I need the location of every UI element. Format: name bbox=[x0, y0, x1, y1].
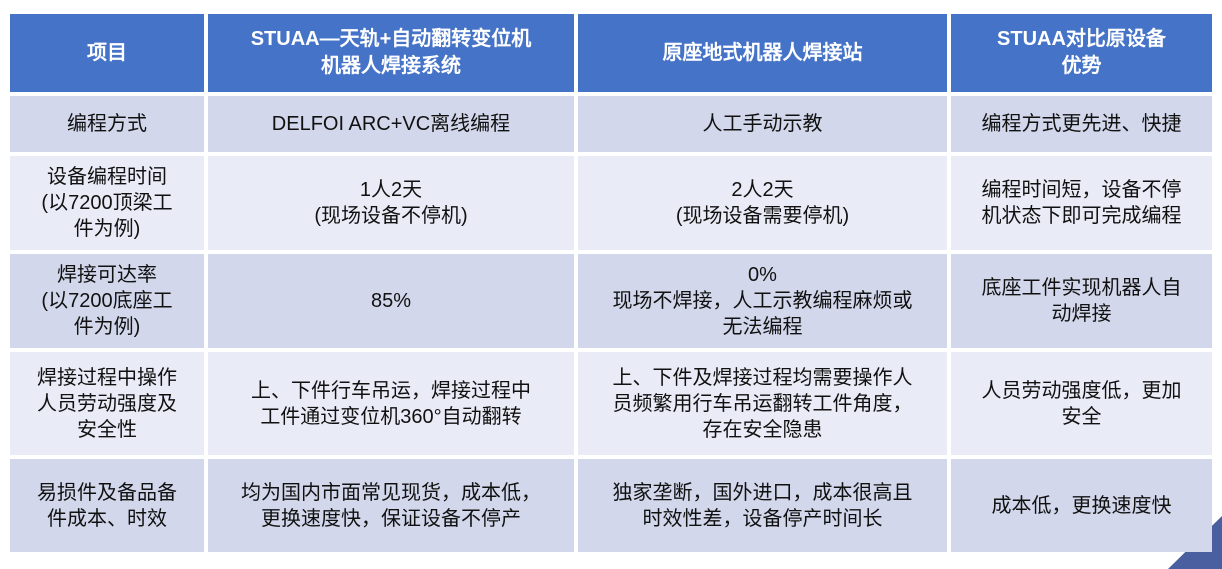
header-cell-advantage: STUAA对比原设备 优势 bbox=[951, 14, 1212, 92]
table-cell: 底座工件实现机器人自 动焊接 bbox=[951, 254, 1212, 348]
row-label-programming-method: 编程方式 bbox=[10, 96, 204, 152]
table-cell: 1人2天 (现场设备不停机) bbox=[208, 156, 574, 250]
row-label-labor-safety: 焊接过程中操作 人员劳动强度及 安全性 bbox=[10, 352, 204, 455]
table-cell: 编程方式更先进、快捷 bbox=[951, 96, 1212, 152]
table-cell: 人工手动示教 bbox=[578, 96, 947, 152]
table-cell: 编程时间短，设备不停 机状态下即可完成编程 bbox=[951, 156, 1212, 250]
table-cell: 成本低，更换速度快 bbox=[951, 459, 1212, 552]
table-cell: 0% 现场不焊接，人工示教编程麻烦或 无法编程 bbox=[578, 254, 947, 348]
comparison-table: 项目 STUAA—天轨+自动翻转变位机 机器人焊接系统 原座地式机器人焊接站 S… bbox=[10, 14, 1212, 552]
table-cell: 上、下件行车吊运，焊接过程中 工件通过变位机360°自动翻转 bbox=[208, 352, 574, 455]
table-cell: 85% bbox=[208, 254, 574, 348]
row-label-weld-reach-rate: 焊接可达率 (以7200底座工 件为例) bbox=[10, 254, 204, 348]
header-cell-original-station: 原座地式机器人焊接站 bbox=[578, 14, 947, 92]
table-cell: 2人2天 (现场设备需要停机) bbox=[578, 156, 947, 250]
row-label-programming-time: 设备编程时间 (以7200顶梁工 件为例) bbox=[10, 156, 204, 250]
table-cell: 上、下件及焊接过程均需要操作人 员频繁用行车吊运翻转工件角度， 存在安全隐患 bbox=[578, 352, 947, 455]
row-label-spare-parts-cost: 易损件及备品备 件成本、时效 bbox=[10, 459, 204, 552]
table-cell: 人员劳动强度低，更加 安全 bbox=[951, 352, 1212, 455]
table-cell: DELFOI ARC+VC离线编程 bbox=[208, 96, 574, 152]
header-cell-stuaa-system: STUAA—天轨+自动翻转变位机 机器人焊接系统 bbox=[208, 14, 574, 92]
table-cell: 独家垄断，国外进口，成本很高且 时效性差，设备停产时间长 bbox=[578, 459, 947, 552]
header-cell-item: 项目 bbox=[10, 14, 204, 92]
table-cell: 均为国内市面常见现货，成本低， 更换速度快，保证设备不停产 bbox=[208, 459, 574, 552]
